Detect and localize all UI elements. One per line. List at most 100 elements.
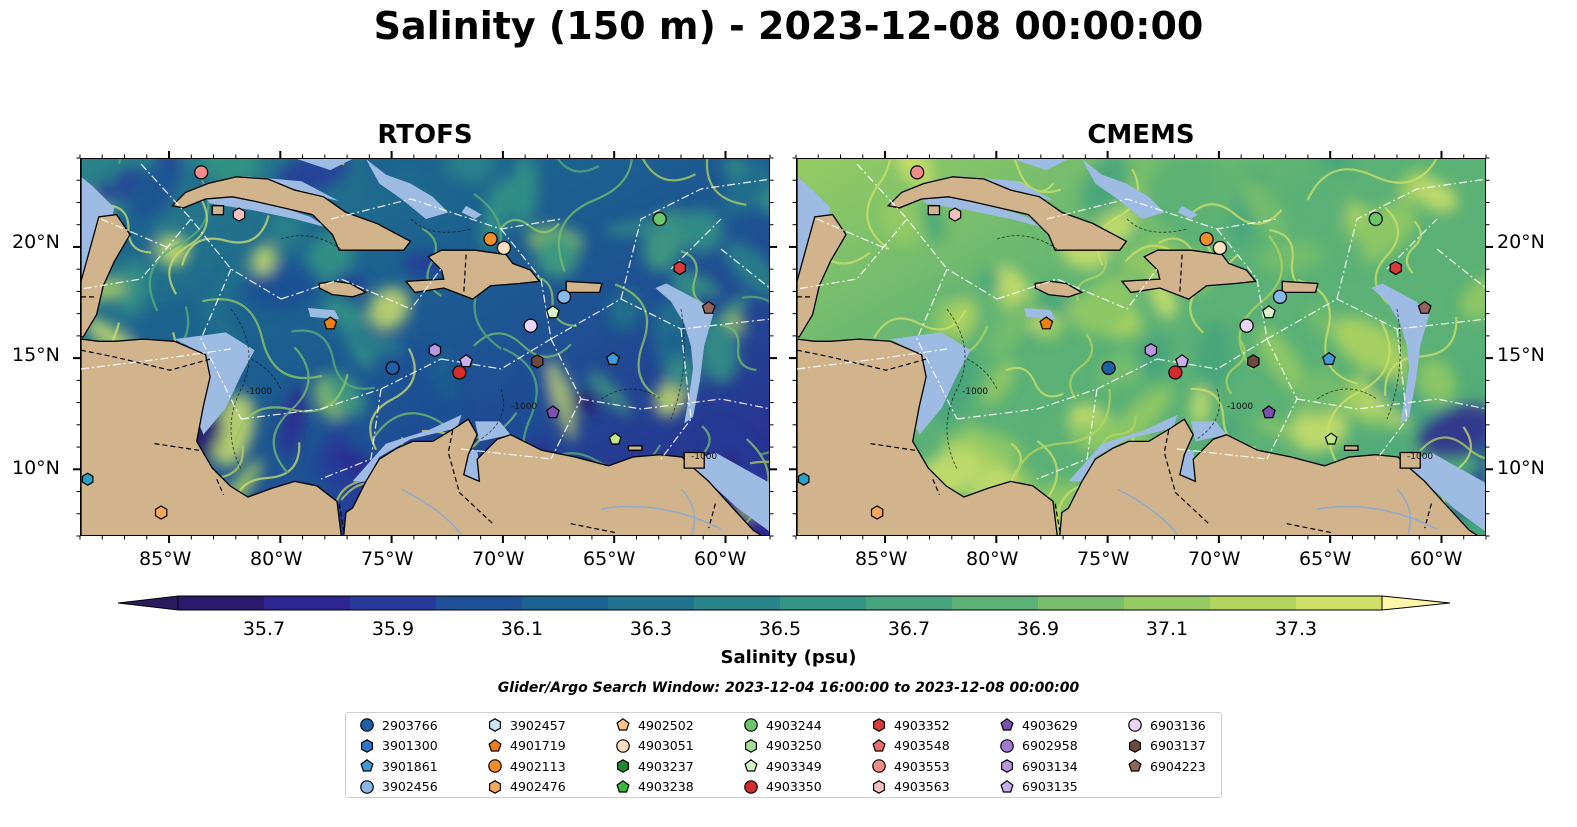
shelf-cubaShelfN xyxy=(955,175,1056,202)
country-border xyxy=(216,478,225,496)
legend-item: 6903136 xyxy=(1126,715,1206,735)
circle-marker-icon xyxy=(360,718,374,732)
colorbar xyxy=(117,595,1451,611)
legend-item: 3901300 xyxy=(358,736,438,756)
float-marker xyxy=(1322,351,1336,365)
float-marker xyxy=(1389,260,1402,276)
legend-marker xyxy=(489,779,501,794)
legend-label: 4903051 xyxy=(638,738,694,753)
country-border xyxy=(1424,503,1432,529)
hexagon-marker-icon xyxy=(745,738,757,753)
float-legend: 2903766 3901300 3901861 3902456 3902457 49017… xyxy=(345,712,1222,798)
bathymetry-contours xyxy=(946,218,1401,470)
shelf-pedroBank xyxy=(1024,308,1056,320)
land-jamaica xyxy=(318,280,368,298)
float-marker xyxy=(870,505,884,520)
shelf-orinoco xyxy=(1393,452,1485,532)
shelf-bahamas1 xyxy=(296,159,353,171)
legend-label: 4903352 xyxy=(894,717,950,733)
float-marker xyxy=(323,316,338,330)
float-marker xyxy=(1261,405,1276,419)
lon-label: 80°W xyxy=(250,548,303,570)
legend-item: 4903237 xyxy=(614,756,694,776)
legend-label: 6903135 xyxy=(1022,779,1078,794)
float-marker xyxy=(1101,360,1116,376)
legend-label: 6903134 xyxy=(1022,758,1078,774)
country-border xyxy=(1054,503,1061,531)
legend-marker xyxy=(617,759,629,773)
float-marker xyxy=(948,207,962,222)
float-marker xyxy=(608,432,622,445)
legend-item: 4903563 xyxy=(870,777,950,797)
legend-marker xyxy=(361,738,373,753)
contour-label: -1000 xyxy=(511,402,537,412)
colorbar-segment xyxy=(866,596,953,610)
contour-label: -1000 xyxy=(246,387,272,397)
float-marker xyxy=(606,351,620,365)
legend-marker xyxy=(489,718,501,732)
hexagon-marker-icon xyxy=(361,738,373,753)
float-marker xyxy=(232,207,246,222)
legend-label: 4903244 xyxy=(766,717,822,733)
float-marker xyxy=(523,318,538,333)
legend-item: 6903137 xyxy=(1126,736,1206,756)
river xyxy=(680,488,696,535)
float-marker xyxy=(531,354,544,369)
colorbar-segment xyxy=(780,596,867,610)
circle-marker-icon xyxy=(360,779,374,794)
colorbar-tick-label: 35.7 xyxy=(242,618,286,640)
panel-title-rtofs: RTOFS xyxy=(377,120,473,150)
pentagon-marker-icon xyxy=(744,759,758,772)
legend-item: 6903134 xyxy=(998,756,1078,776)
lon-label: 60°W xyxy=(1410,548,1463,570)
legend-label: 4901719 xyxy=(510,738,566,753)
hexagon-marker-icon xyxy=(489,779,501,794)
colorbar-tick-label: 36.1 xyxy=(500,618,544,640)
bathymetry-contours xyxy=(230,218,685,470)
pentagon-marker-icon xyxy=(872,738,886,752)
country-border xyxy=(708,503,716,529)
land-trinidad xyxy=(1399,451,1421,469)
shelf-lesserAntilles xyxy=(1371,283,1430,424)
colorbar-segment xyxy=(1038,596,1125,610)
circle-marker-icon xyxy=(1128,718,1142,732)
shelf-bahamas3 xyxy=(1177,205,1198,219)
shelf-orinoco xyxy=(677,452,769,532)
legend-label: 6903136 xyxy=(1150,717,1206,733)
shelf-cubaShelfN xyxy=(239,175,340,202)
country-border xyxy=(447,430,494,525)
legend-marker xyxy=(360,759,374,772)
legend-label: 4903238 xyxy=(638,779,694,794)
lon-label: 85°W xyxy=(855,548,908,570)
shelf-gulfVenez xyxy=(475,421,511,442)
map-canvas-cmems: -1000 -1000 -1000 xyxy=(797,159,1485,535)
legend-label: 2903766 xyxy=(382,717,438,733)
float-marker xyxy=(1175,354,1189,368)
pentagon-marker-icon xyxy=(1000,779,1014,793)
shelf-gulfVenez xyxy=(1191,421,1227,442)
float-marker xyxy=(1168,365,1183,380)
pentagon-marker-icon xyxy=(616,718,630,731)
legend-label: 3901861 xyxy=(382,758,438,774)
legend-marker xyxy=(744,718,758,732)
lat-label: 15°N xyxy=(1497,344,1545,366)
legend-label: 4903548 xyxy=(894,738,950,753)
shelf-lesserAntilles xyxy=(655,283,714,424)
pentagon-marker-icon xyxy=(1000,718,1014,731)
panel-title-cmems: CMEMS xyxy=(1087,120,1195,150)
float-marker xyxy=(428,343,442,358)
circle-marker-icon xyxy=(616,738,630,753)
lon-label: 65°W xyxy=(583,548,636,570)
colorbar-label: Salinity (psu) xyxy=(720,647,857,668)
colorbar-tick-label: 36.7 xyxy=(887,618,931,640)
float-marker xyxy=(1144,343,1158,358)
country-border xyxy=(797,349,927,371)
float-marker xyxy=(154,505,168,520)
legend-label: 6903137 xyxy=(1150,738,1206,753)
land-centralAm xyxy=(81,338,342,535)
legend-item: 4903238 xyxy=(614,777,694,797)
land-mexicoYucatan xyxy=(81,159,131,338)
legend-label: 4903237 xyxy=(638,758,694,774)
float-marker xyxy=(385,360,400,376)
